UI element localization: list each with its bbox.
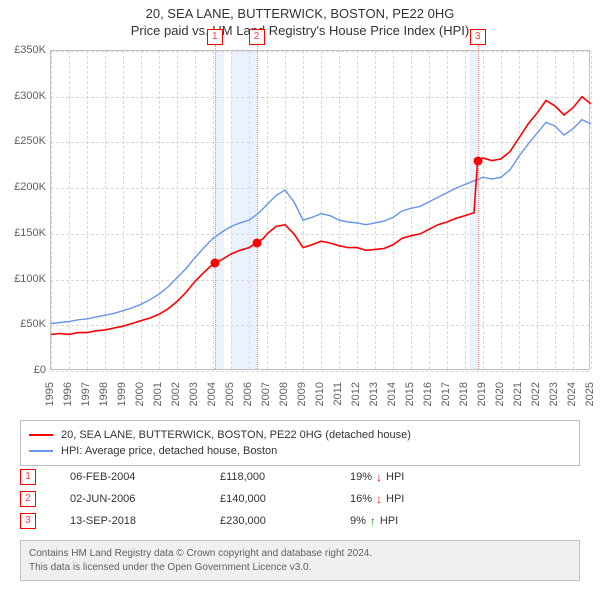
x-tick-label: 2019 [476, 382, 488, 406]
x-tick-label: 2024 [566, 382, 578, 406]
attribution-box: Contains HM Land Registry data © Crown c… [20, 540, 580, 581]
legend-item: HPI: Average price, detached house, Bost… [29, 443, 571, 459]
arrow-icon: ↓ [376, 470, 382, 484]
legend-label: 20, SEA LANE, BUTTERWICK, BOSTON, PE22 0… [61, 429, 411, 441]
sale-diff: 9% ↑ HPI [350, 514, 490, 528]
x-tick-label: 2020 [494, 382, 506, 406]
x-tick-label: 2008 [278, 382, 290, 406]
x-tick-label: 2023 [548, 382, 560, 406]
chart-titles: 20, SEA LANE, BUTTERWICK, BOSTON, PE22 0… [0, 0, 600, 38]
sale-marker-box: 1 [207, 29, 223, 45]
diff-pct: 9% [350, 515, 366, 527]
y-tick-label: £250K [14, 135, 46, 147]
sales-table: 1 06-FEB-2004 £118,000 19% ↓ HPI 2 02-JU… [20, 466, 580, 532]
diff-pct: 19% [350, 471, 372, 483]
chart-area: 123 £0£50K£100K£150K£200K£250K£300K£350K… [50, 50, 590, 370]
x-tick-label: 1995 [44, 382, 56, 406]
sale-dot [473, 156, 482, 165]
table-row: 3 13-SEP-2018 £230,000 9% ↑ HPI [20, 510, 580, 532]
diff-suffix: HPI [386, 493, 404, 505]
y-tick-label: £300K [14, 90, 46, 102]
x-tick-label: 2007 [260, 382, 272, 406]
x-tick-label: 1999 [116, 382, 128, 406]
y-axis-labels: £0£50K£100K£150K£200K£250K£300K£350K [2, 50, 46, 370]
arrow-icon: ↑ [370, 514, 376, 528]
x-tick-label: 2013 [368, 382, 380, 406]
sale-dot [252, 239, 261, 248]
x-tick-label: 2011 [332, 382, 344, 406]
plot-area: 123 [50, 50, 590, 370]
x-tick-label: 2006 [242, 382, 254, 406]
x-tick-label: 2010 [314, 382, 326, 406]
x-tick-label: 1997 [80, 382, 92, 406]
y-tick-label: £50K [20, 318, 46, 330]
table-row: 1 06-FEB-2004 £118,000 19% ↓ HPI [20, 466, 580, 488]
x-tick-label: 1998 [98, 382, 110, 406]
diff-suffix: HPI [380, 515, 398, 527]
diff-suffix: HPI [386, 471, 404, 483]
x-tick-label: 2014 [386, 382, 398, 406]
diff-pct: 16% [350, 493, 372, 505]
sale-date: 02-JUN-2006 [70, 493, 220, 505]
legend-label: HPI: Average price, detached house, Bost… [61, 445, 277, 457]
x-tick-label: 2005 [224, 382, 236, 406]
line-series [51, 51, 591, 371]
y-tick-label: £200K [14, 181, 46, 193]
x-tick-label: 2017 [440, 382, 452, 406]
x-tick-label: 2016 [422, 382, 434, 406]
legend-swatch [29, 434, 53, 436]
attribution-line: Contains HM Land Registry data © Crown c… [29, 547, 571, 561]
sale-diff: 16% ↓ HPI [350, 492, 490, 506]
chart-title-subtitle: Price paid vs. HM Land Registry's House … [0, 23, 600, 38]
x-tick-label: 2025 [584, 382, 596, 406]
sale-marker-box: 3 [470, 29, 486, 45]
chart-title-address: 20, SEA LANE, BUTTERWICK, BOSTON, PE22 0… [0, 6, 600, 21]
sale-marker-box: 2 [249, 29, 265, 45]
sale-dot [210, 259, 219, 268]
x-tick-label: 2021 [512, 382, 524, 406]
x-tick-label: 2012 [350, 382, 362, 406]
sale-date: 13-SEP-2018 [70, 515, 220, 527]
legend-item: 20, SEA LANE, BUTTERWICK, BOSTON, PE22 0… [29, 427, 571, 443]
x-tick-label: 1996 [62, 382, 74, 406]
x-tick-label: 2009 [296, 382, 308, 406]
series-line [51, 97, 591, 335]
x-tick-label: 2015 [404, 382, 416, 406]
x-tick-label: 2022 [530, 382, 542, 406]
sale-badge: 3 [20, 513, 36, 529]
arrow-icon: ↓ [376, 492, 382, 506]
x-tick-label: 2003 [188, 382, 200, 406]
y-tick-label: £150K [14, 227, 46, 239]
chart-container: 20, SEA LANE, BUTTERWICK, BOSTON, PE22 0… [0, 0, 600, 590]
y-tick-label: £350K [14, 44, 46, 56]
legend-swatch [29, 450, 53, 452]
x-tick-label: 2004 [206, 382, 218, 406]
y-tick-label: £100K [14, 273, 46, 285]
table-row: 2 02-JUN-2006 £140,000 16% ↓ HPI [20, 488, 580, 510]
sale-badge: 2 [20, 491, 36, 507]
sale-date: 06-FEB-2004 [70, 471, 220, 483]
x-tick-label: 2018 [458, 382, 470, 406]
y-tick-label: £0 [34, 364, 46, 376]
attribution-line: This data is licensed under the Open Gov… [29, 561, 571, 575]
sale-diff: 19% ↓ HPI [350, 470, 490, 484]
sale-badge: 1 [20, 469, 36, 485]
sale-price: £118,000 [220, 471, 350, 483]
sale-price: £140,000 [220, 493, 350, 505]
sale-price: £230,000 [220, 515, 350, 527]
x-tick-label: 2002 [170, 382, 182, 406]
x-tick-label: 2001 [152, 382, 164, 406]
legend: 20, SEA LANE, BUTTERWICK, BOSTON, PE22 0… [20, 420, 580, 466]
x-tick-label: 2000 [134, 382, 146, 406]
